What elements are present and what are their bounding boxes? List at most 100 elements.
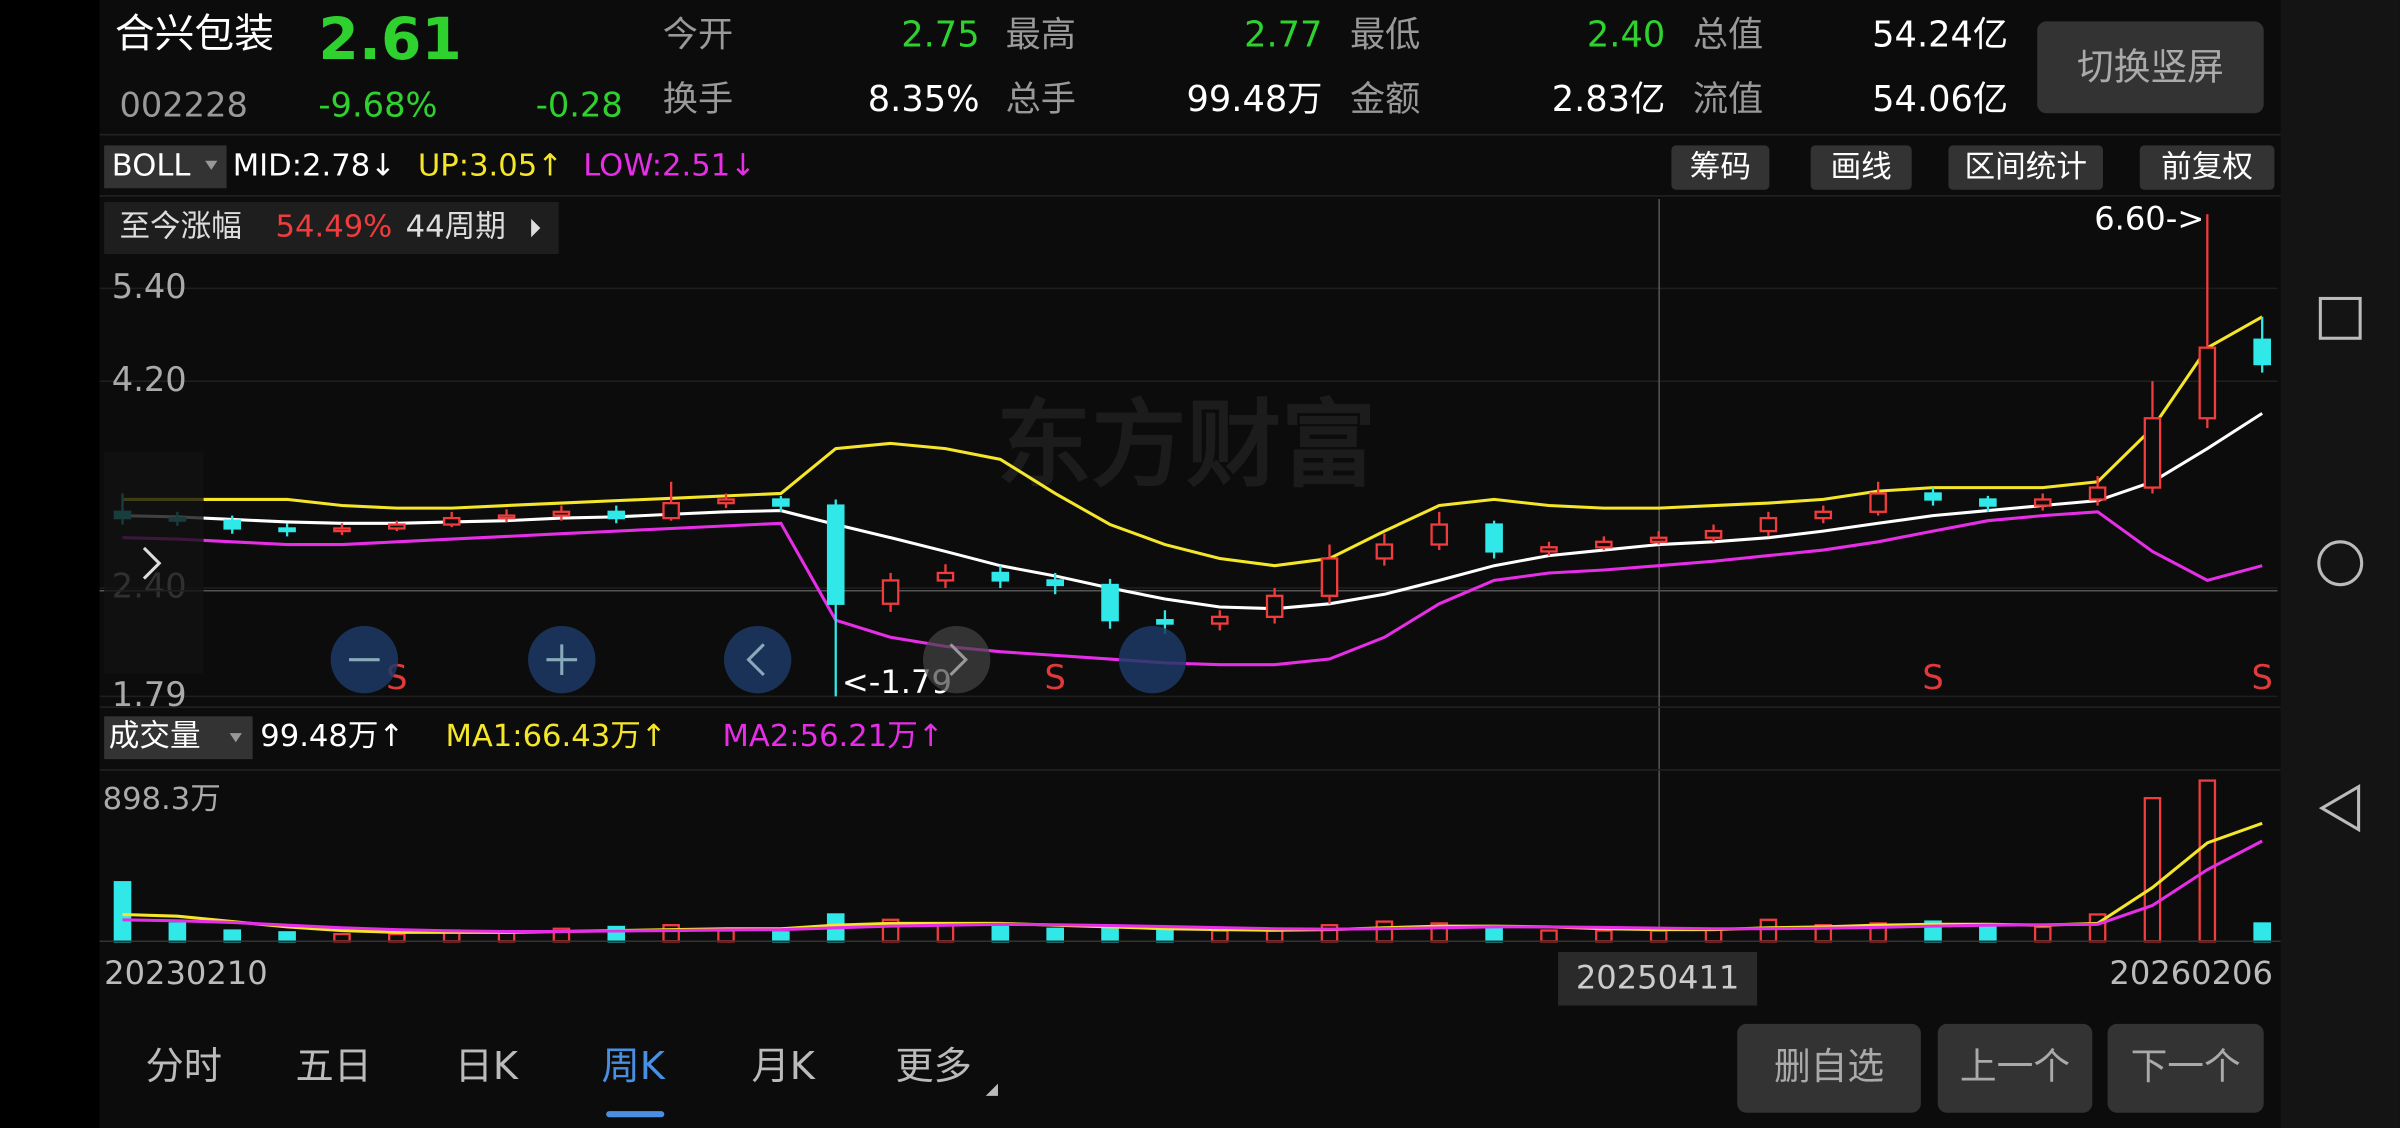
tab[interactable]: 更多: [895, 1044, 972, 1089]
candle-body: [1430, 523, 1449, 546]
tab[interactable]: 五日: [295, 1044, 372, 1089]
recent-apps[interactable]: [2318, 296, 2362, 340]
volume-bar: [2198, 779, 2217, 943]
candle-body: [881, 579, 900, 605]
candle-body: [497, 514, 516, 520]
candle-body: [1210, 615, 1229, 625]
tool-button-bg[interactable]: [1948, 145, 2104, 190]
volume-bar: [1210, 929, 1229, 943]
field-label: 总值: [1693, 15, 1763, 56]
volume-ma1: MA1:66.43万↑: [445, 719, 666, 754]
volume-bar: [333, 932, 351, 943]
volume-bar: [113, 881, 132, 943]
volume-select-bg[interactable]: [104, 716, 253, 760]
change: -0.28: [536, 86, 623, 125]
range-info-bg[interactable]: [104, 202, 559, 255]
field-label: 今开: [663, 15, 733, 56]
candle-body: [2033, 498, 2052, 507]
volume-bar: [1979, 924, 1997, 943]
date-cursor-bg: [1558, 951, 1758, 1006]
rotate-button[interactable]: 切换竖屏: [2077, 45, 2224, 88]
candle-body: [1265, 594, 1284, 618]
stock-code: 002228: [119, 86, 247, 125]
candle-body: [1156, 619, 1174, 625]
field-value: 54.06亿: [1872, 79, 2008, 120]
candle-body: [552, 510, 571, 517]
candle-body: [936, 571, 955, 582]
button-bg[interactable]: [2107, 1023, 2264, 1113]
tool-button[interactable]: 筹码: [1690, 150, 1751, 185]
button[interactable]: 下一个: [2131, 1045, 2241, 1088]
move-right[interactable]: [922, 625, 991, 694]
volume-bar: [278, 931, 296, 943]
boll-low: LOW:2.51↓: [583, 148, 756, 183]
boll-mid: MID:2.78↓: [233, 148, 396, 183]
volume-bar: [662, 924, 680, 943]
tab-underline: [606, 1111, 665, 1118]
tool-button-bg[interactable]: [1671, 145, 1770, 190]
volume-bar: [1649, 929, 1668, 943]
candle-body: [1540, 546, 1558, 553]
volume-bar: [2033, 925, 2052, 943]
candle-body: [442, 516, 461, 526]
candle-body: [1101, 583, 1119, 622]
signal: S: [1045, 658, 1066, 697]
rotate-button-bg[interactable]: [2037, 21, 2264, 114]
tool-button-bg[interactable]: [2139, 145, 2275, 190]
candle-body: [1320, 557, 1339, 597]
home[interactable]: [2317, 540, 2364, 587]
volume-chart: 898.3万: [103, 779, 2271, 943]
side-chevron: [142, 546, 162, 580]
volume-bar: [717, 929, 735, 943]
volume-bar: [2253, 922, 2271, 943]
side-handle[interactable]: [104, 451, 204, 674]
button[interactable]: 删自选: [1774, 1045, 1884, 1088]
change-pct: -9.68%: [318, 86, 437, 125]
tab[interactable]: 周K: [602, 1044, 666, 1089]
candle-body: [2143, 417, 2162, 489]
boll-up: UP:3.05↑: [418, 148, 563, 183]
tab[interactable]: 分时: [145, 1044, 222, 1089]
boll-line: [122, 315, 2263, 568]
move-left[interactable]: [724, 625, 792, 694]
max-label: 6.60->: [2094, 199, 2204, 237]
field-value: 8.35%: [868, 79, 980, 120]
tool-button[interactable]: 区间统计: [1965, 150, 2087, 185]
signal: S: [2252, 658, 2273, 697]
signal: S: [1922, 658, 1943, 697]
button-bg[interactable]: [1937, 1023, 2093, 1113]
indicator-select-bg[interactable]: [104, 145, 227, 189]
field-value: 2.75: [901, 15, 979, 56]
candle-body: [772, 498, 790, 507]
price-grid: 1.792.404.205.40: [99, 267, 2278, 714]
volume-last: 99.48万↑: [260, 719, 404, 754]
date-cursor: 20250411: [1576, 959, 1740, 997]
button[interactable]: 上一个: [1960, 1045, 2070, 1088]
boll-line: [122, 510, 2263, 667]
back[interactable]: [2318, 784, 2361, 833]
button-bg[interactable]: [1737, 1023, 1921, 1113]
volume-bar: [991, 925, 1010, 943]
candle-body: [333, 527, 351, 533]
tool-button[interactable]: 画线: [1831, 150, 1892, 185]
volume-bar: [1540, 929, 1558, 943]
candle-body: [1924, 492, 1942, 501]
field-label: 流值: [1693, 79, 1763, 120]
tool-button[interactable]: 前复权: [2161, 150, 2253, 185]
volume-bar: [1595, 929, 1613, 943]
tab[interactable]: 日K: [455, 1044, 519, 1089]
field-value: 2.83亿: [1552, 79, 1666, 120]
candle-body: [1485, 523, 1503, 553]
volume-name[interactable]: 成交量: [109, 719, 201, 754]
candle-body: [1704, 529, 1723, 539]
tab[interactable]: 月K: [752, 1044, 816, 1089]
reset[interactable]: [1118, 625, 1187, 694]
boll-line: [122, 412, 2264, 611]
indicator-name[interactable]: BOLL: [112, 148, 191, 183]
tool-button-bg[interactable]: [1810, 145, 1912, 190]
range-value: 54.49%: [276, 210, 393, 245]
volume-bar: [1375, 920, 1394, 943]
volume-bar: [1156, 929, 1174, 943]
candle-body: [662, 501, 680, 520]
period-tabs: 分时 五日 日K 周K 月K 更多: [145, 1044, 998, 1118]
